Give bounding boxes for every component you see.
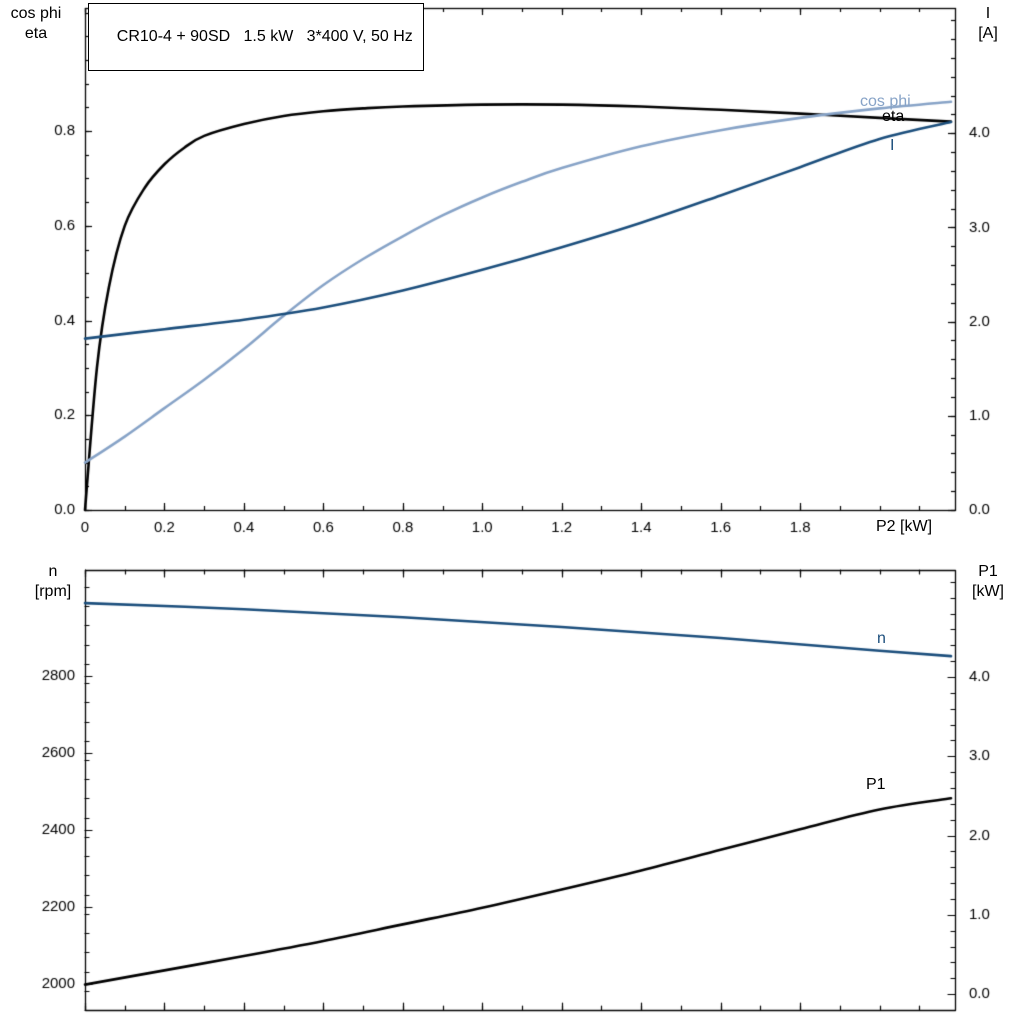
- curve-label-p1: P1: [866, 776, 886, 793]
- curve-label-eta: eta: [882, 108, 905, 125]
- bottom-right-axis-title-line2: [kW]: [972, 583, 1004, 600]
- curve-label-cos-phi: cos phi: [860, 93, 911, 110]
- left-axis-title-line1: cos phi: [10, 5, 62, 22]
- bottom-right-axis-title-line1: P1: [978, 563, 998, 580]
- curve-label-current: I: [890, 137, 895, 154]
- right-axis-title-line2: [A]: [978, 25, 998, 42]
- chart-title-box: CR10-4 + 90SD 1.5 kW 3*400 V, 50 Hz: [88, 3, 424, 71]
- x-axis-title: P2 [kW]: [876, 518, 933, 535]
- right-axis-title-line1: I: [985, 5, 991, 22]
- bottom-left-axis-title-line1: n: [48, 563, 58, 580]
- left-axis-title: cos phi eta: [2, 4, 70, 44]
- curve-label-speed: n: [877, 630, 886, 647]
- bottom-right-axis-title: P1 [kW]: [958, 562, 1018, 602]
- bottom-left-axis-title: n [rpm]: [20, 562, 86, 602]
- chart-title: CR10-4 + 90SD 1.5 kW 3*400 V, 50 Hz: [116, 28, 413, 45]
- right-axis-title: I [A]: [962, 4, 1014, 44]
- bottom-left-axis-title-line2: [rpm]: [34, 583, 72, 600]
- left-axis-title-line2: eta: [24, 25, 48, 42]
